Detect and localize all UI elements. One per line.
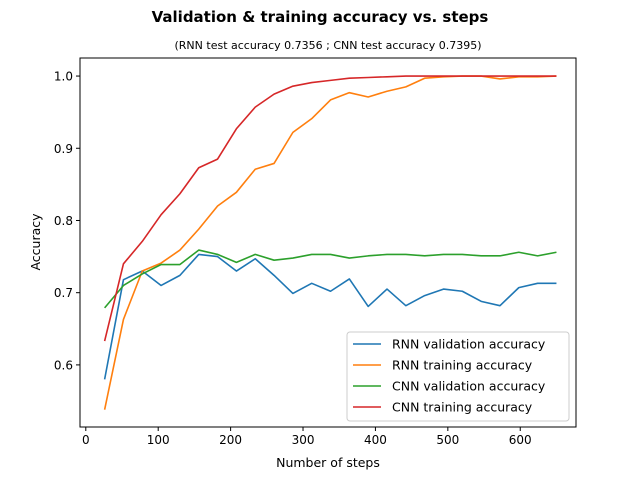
plot-frame [79, 57, 577, 428]
ticks-layer: 0 100 200 300 400 500 600 0.6 0.7 0.8 0.9 1.0 [54, 70, 532, 447]
legend-box [346, 331, 570, 422]
y-tick-label: 0.7 [54, 286, 73, 300]
series-line-4 [103, 75, 557, 342]
series-layer [103, 75, 557, 410]
x-tick-label: 600 [509, 433, 532, 447]
y-tick-label: 0.6 [54, 358, 73, 372]
legend-label-2: RNN training accuracy [392, 358, 533, 373]
series-line-1 [103, 253, 557, 380]
chart-title: Validation & training accuracy vs. steps [152, 8, 489, 26]
series-line-3 [104, 249, 557, 309]
legend: RNN validation accuracy RNN training accu… [346, 331, 570, 422]
x-tick-label: 400 [364, 433, 387, 447]
x-tick-label: 200 [219, 433, 242, 447]
legend-label-3: CNN validation accuracy [392, 379, 546, 394]
y-tick-label: 1.0 [54, 70, 73, 84]
chart-subtitle: (RNN test accuracy 0.7356 ; CNN test acc… [175, 39, 482, 52]
y-axis-label: Accuracy [28, 213, 43, 271]
y-tick-label: 0.8 [54, 214, 73, 228]
legend-label-1: RNN validation accuracy [392, 337, 546, 352]
y-tick-label: 0.9 [54, 142, 73, 156]
x-tick-label: 100 [147, 433, 170, 447]
x-axis-label: Number of steps [276, 455, 380, 470]
x-tick-label: 300 [292, 433, 315, 447]
x-tick-label: 500 [436, 433, 459, 447]
x-tick-label: 0 [82, 433, 90, 447]
legend-label-4: CNN training accuracy [392, 400, 533, 415]
